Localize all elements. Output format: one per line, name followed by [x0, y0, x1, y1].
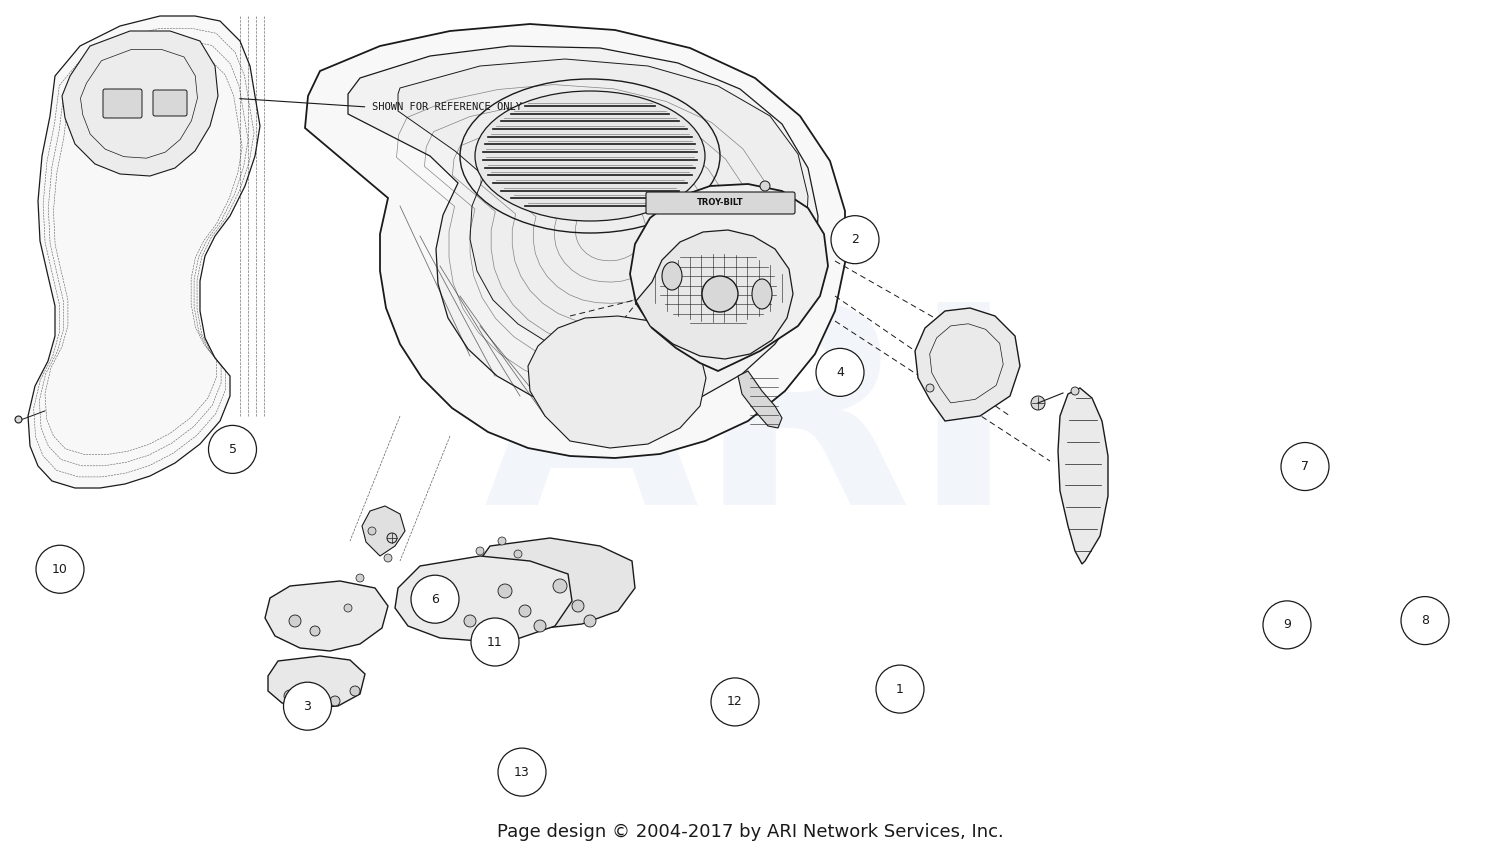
Text: 5: 5 — [228, 443, 237, 456]
FancyBboxPatch shape — [646, 192, 795, 214]
Text: 6: 6 — [430, 592, 439, 606]
Circle shape — [471, 618, 519, 666]
Ellipse shape — [752, 279, 772, 309]
Circle shape — [711, 678, 759, 726]
Text: 10: 10 — [53, 562, 68, 576]
Circle shape — [444, 602, 456, 614]
Text: 8: 8 — [1420, 614, 1430, 627]
Circle shape — [308, 699, 316, 709]
Circle shape — [514, 550, 522, 558]
Circle shape — [284, 682, 332, 730]
Circle shape — [330, 696, 340, 706]
Polygon shape — [630, 184, 828, 371]
Circle shape — [534, 620, 546, 632]
Circle shape — [554, 579, 567, 593]
Polygon shape — [304, 24, 844, 458]
Polygon shape — [348, 46, 818, 412]
Polygon shape — [268, 656, 364, 708]
Circle shape — [384, 554, 392, 562]
Circle shape — [423, 581, 436, 595]
Polygon shape — [362, 506, 405, 556]
Circle shape — [760, 181, 770, 191]
Circle shape — [356, 574, 364, 582]
Circle shape — [1030, 396, 1045, 410]
FancyBboxPatch shape — [104, 89, 142, 118]
FancyBboxPatch shape — [153, 90, 188, 116]
Circle shape — [876, 665, 924, 713]
Polygon shape — [1058, 388, 1108, 564]
Polygon shape — [915, 308, 1020, 421]
Circle shape — [1401, 597, 1449, 645]
Text: 2: 2 — [850, 233, 859, 247]
Polygon shape — [266, 581, 388, 651]
Polygon shape — [398, 59, 808, 361]
Text: 7: 7 — [1300, 460, 1310, 473]
Polygon shape — [528, 316, 706, 448]
Polygon shape — [62, 31, 217, 176]
Circle shape — [702, 276, 738, 312]
Text: 13: 13 — [514, 765, 529, 779]
Circle shape — [1071, 387, 1078, 395]
Circle shape — [36, 545, 84, 593]
Text: ARI: ARI — [484, 293, 1016, 563]
Circle shape — [209, 425, 256, 473]
Circle shape — [350, 686, 360, 696]
Text: SHOWN FOR REFERENCE ONLY: SHOWN FOR REFERENCE ONLY — [372, 102, 522, 112]
Circle shape — [519, 605, 531, 617]
Text: Page design © 2004-2017 by ARI Network Services, Inc.: Page design © 2004-2017 by ARI Network S… — [496, 823, 1004, 841]
Circle shape — [290, 615, 302, 627]
Text: 9: 9 — [1282, 618, 1292, 632]
Circle shape — [411, 575, 459, 623]
Circle shape — [584, 615, 596, 627]
Circle shape — [926, 384, 934, 392]
Polygon shape — [738, 371, 782, 428]
Ellipse shape — [476, 91, 705, 221]
Text: 1: 1 — [896, 682, 904, 696]
Text: 11: 11 — [488, 635, 502, 649]
Circle shape — [831, 216, 879, 264]
Polygon shape — [636, 230, 794, 359]
Text: TROY-BILT: TROY-BILT — [696, 198, 744, 206]
Circle shape — [387, 533, 398, 543]
Circle shape — [498, 537, 506, 545]
Polygon shape — [466, 538, 634, 628]
Circle shape — [498, 748, 546, 796]
Polygon shape — [28, 16, 260, 488]
Text: 4: 4 — [836, 366, 844, 379]
Circle shape — [368, 527, 376, 535]
Circle shape — [1281, 443, 1329, 490]
Circle shape — [1263, 601, 1311, 649]
Circle shape — [476, 547, 484, 555]
Circle shape — [344, 604, 352, 612]
Circle shape — [572, 600, 584, 612]
Text: 12: 12 — [728, 695, 742, 709]
Circle shape — [816, 348, 864, 396]
Circle shape — [310, 626, 320, 636]
Polygon shape — [394, 556, 572, 641]
Ellipse shape — [662, 262, 682, 290]
Circle shape — [498, 584, 512, 598]
Circle shape — [284, 690, 296, 702]
Circle shape — [464, 615, 476, 627]
Text: 3: 3 — [303, 699, 312, 713]
